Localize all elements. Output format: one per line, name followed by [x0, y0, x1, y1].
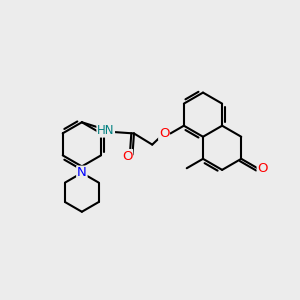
Text: HN: HN [97, 124, 115, 137]
Text: O: O [122, 150, 133, 163]
Text: O: O [257, 162, 268, 175]
Text: N: N [77, 167, 87, 179]
Text: O: O [159, 127, 169, 140]
Text: N: N [77, 167, 87, 179]
